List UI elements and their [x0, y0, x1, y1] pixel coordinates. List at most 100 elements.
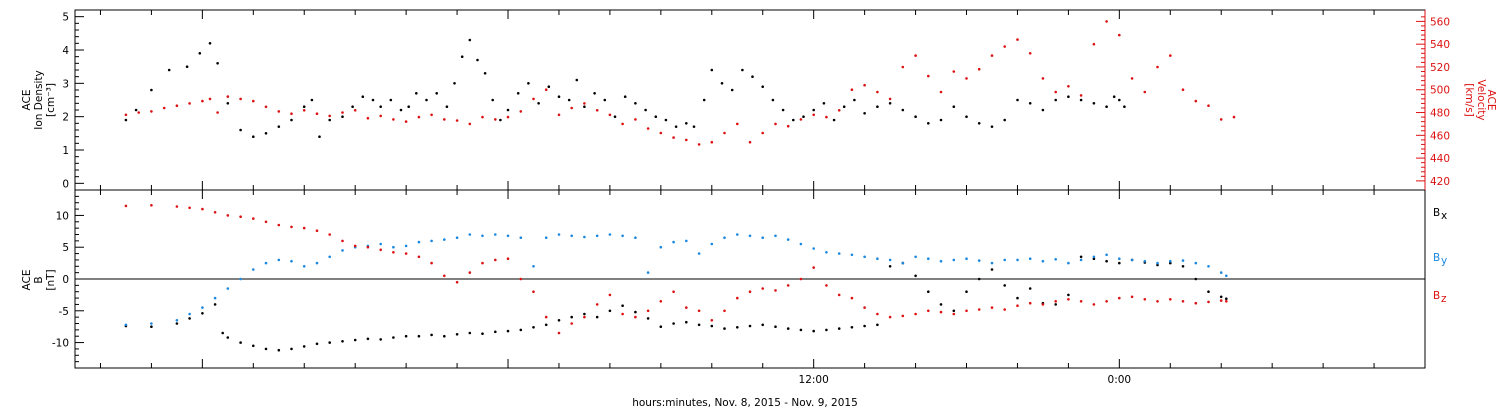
data-point — [837, 293, 841, 297]
data-point — [239, 215, 242, 218]
data-point — [435, 92, 439, 95]
data-point — [1054, 303, 1057, 306]
data-point — [1118, 257, 1121, 261]
data-point — [1105, 105, 1108, 108]
data-point — [570, 234, 573, 238]
data-point — [761, 131, 764, 135]
data-point — [1028, 102, 1032, 105]
data-point — [277, 258, 281, 262]
data-point — [392, 251, 395, 254]
data-point — [134, 108, 138, 112]
data-point — [1041, 259, 1045, 263]
data-point — [748, 140, 752, 144]
data-point — [1092, 42, 1096, 46]
data-point — [137, 111, 140, 114]
data-point — [506, 329, 510, 333]
data-point — [315, 229, 319, 232]
data-point — [786, 238, 790, 241]
legend-by: B y — [1433, 252, 1447, 267]
data-point — [952, 105, 956, 108]
data-point — [595, 234, 599, 238]
data-point — [519, 110, 523, 113]
data-point — [761, 323, 764, 327]
data-point — [1156, 261, 1159, 265]
data-point — [914, 54, 917, 57]
data-point — [455, 119, 459, 122]
data-point — [417, 255, 421, 259]
data-point — [952, 309, 956, 313]
data-point — [1016, 98, 1019, 102]
data-point — [557, 95, 561, 98]
data-point — [216, 62, 219, 65]
data-point — [927, 122, 930, 125]
data-point — [952, 258, 956, 262]
bottom-axis-label-line2: B — [33, 276, 45, 283]
data-point — [736, 233, 739, 236]
data-point — [812, 113, 815, 117]
data-point — [774, 122, 777, 126]
bottom-series-by — [124, 233, 1228, 327]
x-tick-label: 12:00 — [799, 374, 829, 386]
data-point — [1092, 303, 1096, 306]
data-point — [1156, 300, 1159, 303]
data-point — [901, 65, 905, 69]
data-point — [1041, 303, 1045, 306]
data-point — [264, 347, 268, 351]
top-left-axis-label-line1: ACE — [21, 90, 33, 111]
data-point — [1003, 118, 1006, 122]
data-point — [792, 118, 795, 122]
data-point — [927, 309, 930, 313]
data-point — [1054, 258, 1057, 261]
data-point — [506, 108, 510, 112]
data-point — [302, 105, 306, 108]
data-point — [519, 236, 523, 239]
data-point — [481, 261, 484, 265]
data-point — [506, 115, 510, 119]
data-point — [736, 296, 739, 300]
data-point — [1219, 299, 1223, 302]
data-point — [315, 261, 319, 265]
data-point — [328, 255, 332, 259]
data-point — [697, 252, 701, 255]
data-point — [290, 112, 293, 115]
data-point — [1123, 105, 1126, 108]
data-point — [1092, 255, 1096, 259]
data-point — [876, 257, 879, 261]
data-point — [786, 327, 790, 330]
data-point — [1207, 104, 1210, 107]
data-point — [341, 111, 344, 114]
data-point — [761, 236, 764, 239]
data-point — [1092, 102, 1096, 105]
data-point — [399, 108, 403, 112]
data-point — [822, 102, 826, 105]
data-point — [593, 92, 596, 95]
data-point — [939, 90, 943, 94]
data-point — [389, 98, 393, 102]
data-point — [430, 333, 433, 337]
data-point — [850, 88, 854, 91]
data-point — [608, 309, 612, 313]
data-point — [990, 125, 994, 128]
data-point — [353, 244, 357, 248]
data-point — [1130, 77, 1134, 80]
data-point — [1079, 255, 1083, 259]
data-point — [415, 92, 418, 95]
data-point — [519, 277, 523, 281]
data-point — [532, 326, 535, 329]
data-point — [366, 245, 370, 249]
data-point — [741, 68, 744, 72]
data-point — [302, 265, 306, 268]
data-point — [1169, 298, 1172, 301]
data-point — [1169, 54, 1172, 57]
data-point — [379, 105, 383, 108]
data-point — [455, 280, 459, 284]
data-point — [213, 303, 217, 306]
data-point — [654, 115, 658, 118]
data-point — [1181, 88, 1185, 91]
bottom-tick-label: 10 — [56, 210, 69, 222]
data-point — [351, 105, 354, 108]
data-point — [888, 102, 892, 105]
data-point — [1016, 258, 1019, 262]
data-point — [557, 233, 561, 236]
data-point — [723, 327, 726, 330]
